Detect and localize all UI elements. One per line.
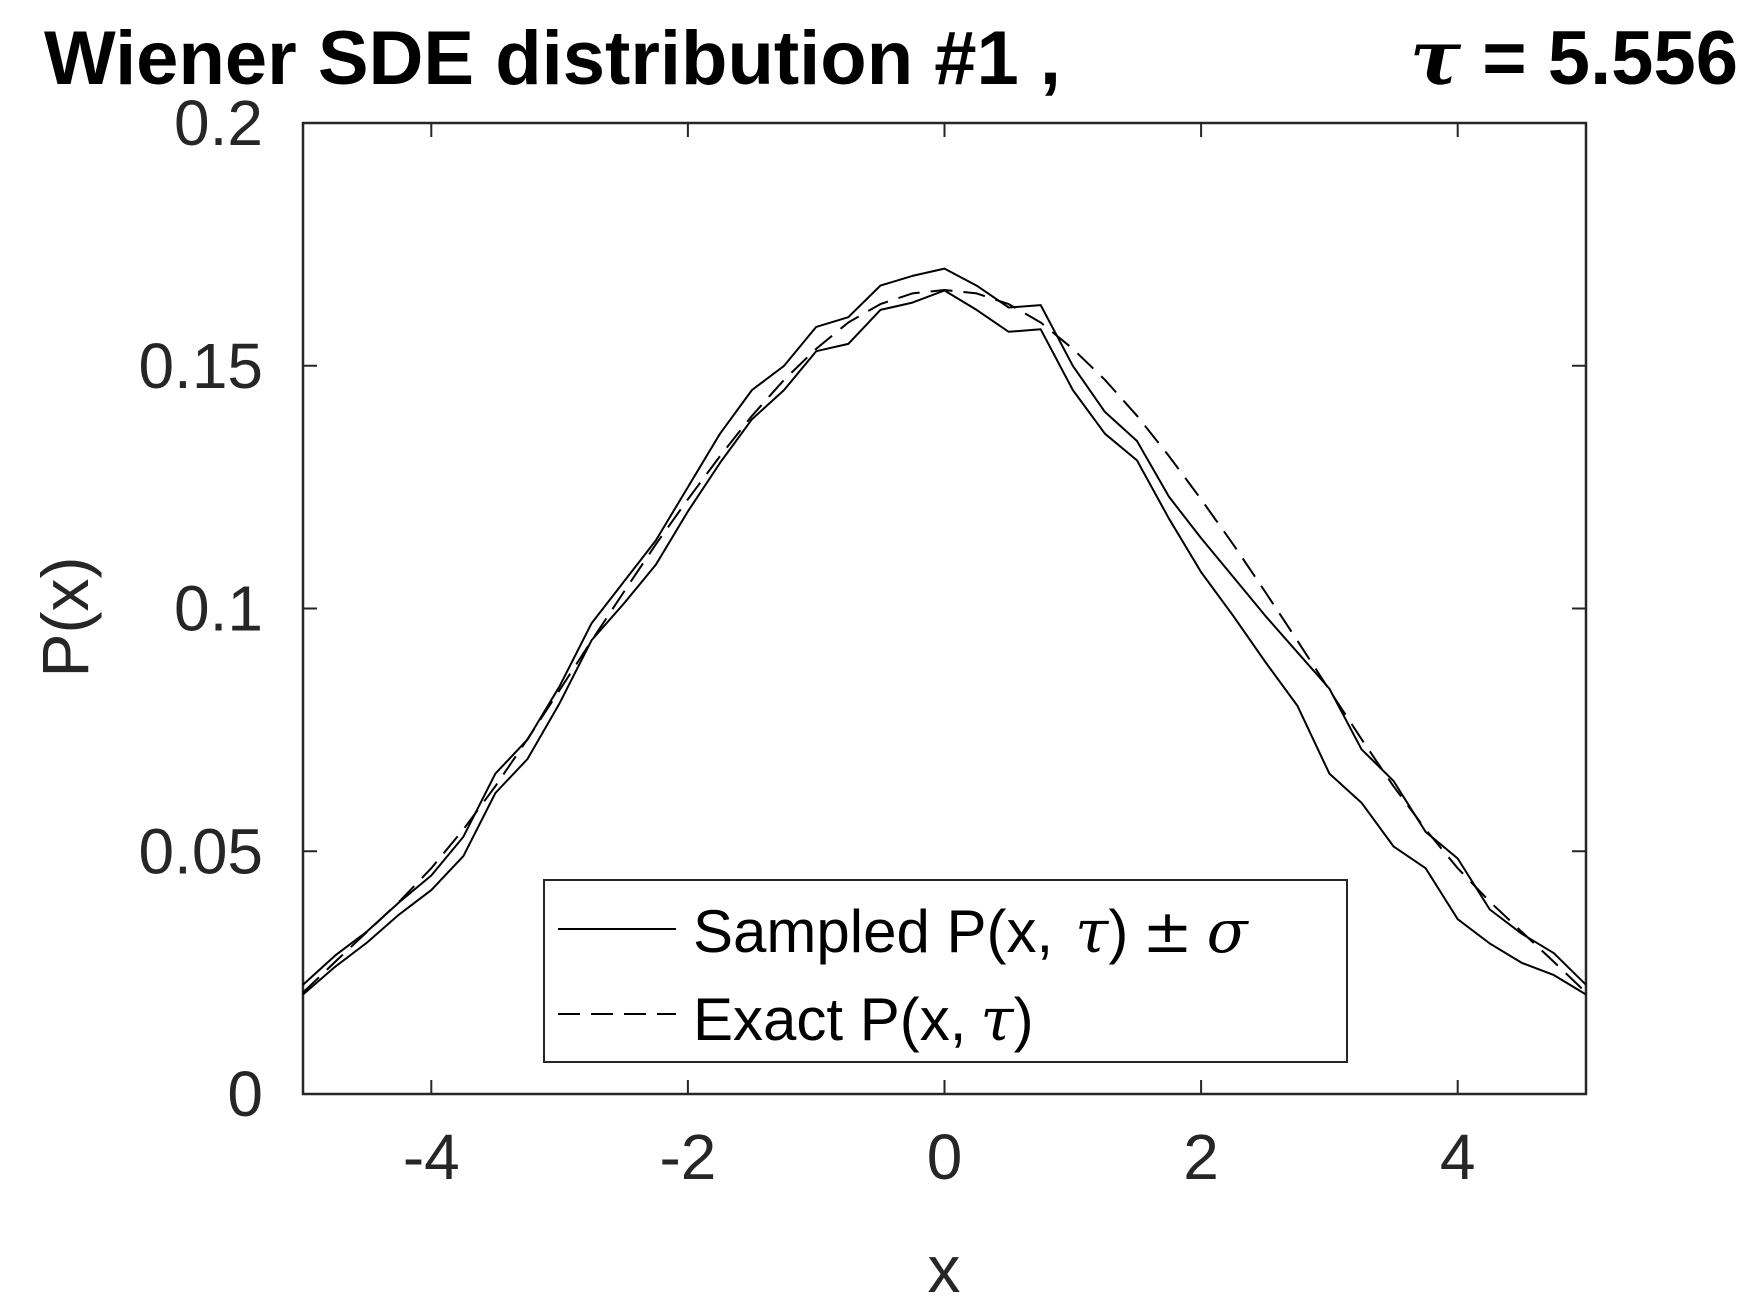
x-tick-label: -4	[403, 1121, 460, 1193]
y-tick-label: 0	[227, 1058, 263, 1130]
y-tick-labels: 0 0.05 0.1 0.15 0.2	[138, 87, 263, 1130]
axis-ticks	[303, 122, 1586, 1095]
x-tick-label: 2	[1183, 1121, 1219, 1193]
x-tick-label: 0	[927, 1121, 963, 1193]
legend-sampled-text: Sampled P(x,	[693, 898, 1053, 965]
legend: Sampled P(x, τ) ± σ Exact P(x, τ)	[543, 879, 1348, 1063]
y-tick-label: 0.1	[174, 573, 263, 645]
y-tick-label: 0.05	[138, 815, 263, 887]
series-line-sampled-upper	[302, 267, 1587, 986]
legend-exact-close: )	[1014, 986, 1034, 1053]
legend-sampled-tau: τ	[1075, 897, 1109, 967]
x-axis-label: x	[928, 1232, 961, 1306]
chart-title-tau: τ = 5.556	[1410, 13, 1738, 102]
chart-title: Wiener SDE distribution #1 ,	[44, 16, 1061, 101]
legend-exact-text: Exact P(x,	[693, 986, 966, 1053]
legend-exact-label: Exact P(x, τ)	[693, 985, 1034, 1055]
legend-sigma-symbol: σ	[1207, 897, 1250, 967]
x-tick-labels: -4 -2 0 2 4	[403, 1121, 1476, 1193]
title-tau-value: = 5.556	[1461, 16, 1738, 101]
legend-sampled-close: )	[1108, 898, 1128, 965]
y-tick-label: 0.15	[138, 330, 263, 402]
legend-pm-symbol: ±	[1142, 897, 1192, 967]
y-tick-label: 0.2	[174, 87, 263, 159]
legend-exact-tau: τ	[980, 985, 1014, 1055]
series-line-exact	[302, 289, 1587, 994]
legend-box	[543, 879, 1348, 1063]
x-tick-label: 4	[1440, 1121, 1476, 1193]
x-tick-label: -2	[659, 1121, 716, 1193]
y-axis-label: P(x)	[28, 557, 102, 678]
legend-sampled-label: Sampled P(x, τ) ± σ	[693, 897, 1250, 967]
title-tau-symbol: τ	[1410, 13, 1462, 102]
series-group	[302, 267, 1587, 996]
